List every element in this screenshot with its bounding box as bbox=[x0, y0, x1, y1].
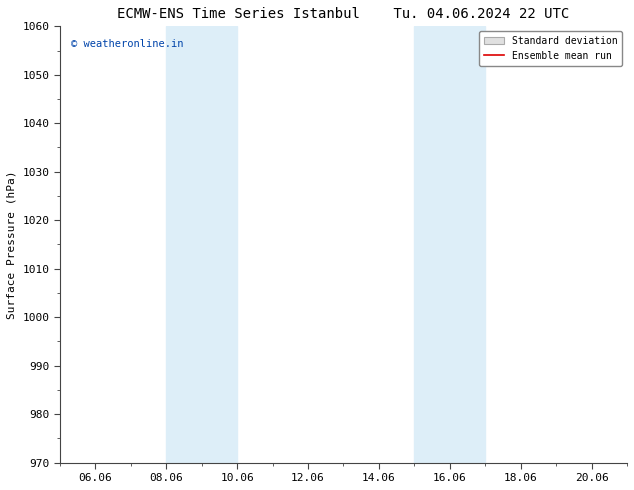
Y-axis label: Surface Pressure (hPa): Surface Pressure (hPa) bbox=[7, 170, 17, 318]
Bar bbox=[415, 26, 485, 463]
Legend: Standard deviation, Ensemble mean run: Standard deviation, Ensemble mean run bbox=[479, 31, 622, 66]
Bar bbox=[166, 26, 237, 463]
Title: ECMW-ENS Time Series Istanbul    Tu. 04.06.2024 22 UTC: ECMW-ENS Time Series Istanbul Tu. 04.06.… bbox=[117, 7, 569, 21]
Text: © weatheronline.in: © weatheronline.in bbox=[71, 39, 184, 49]
